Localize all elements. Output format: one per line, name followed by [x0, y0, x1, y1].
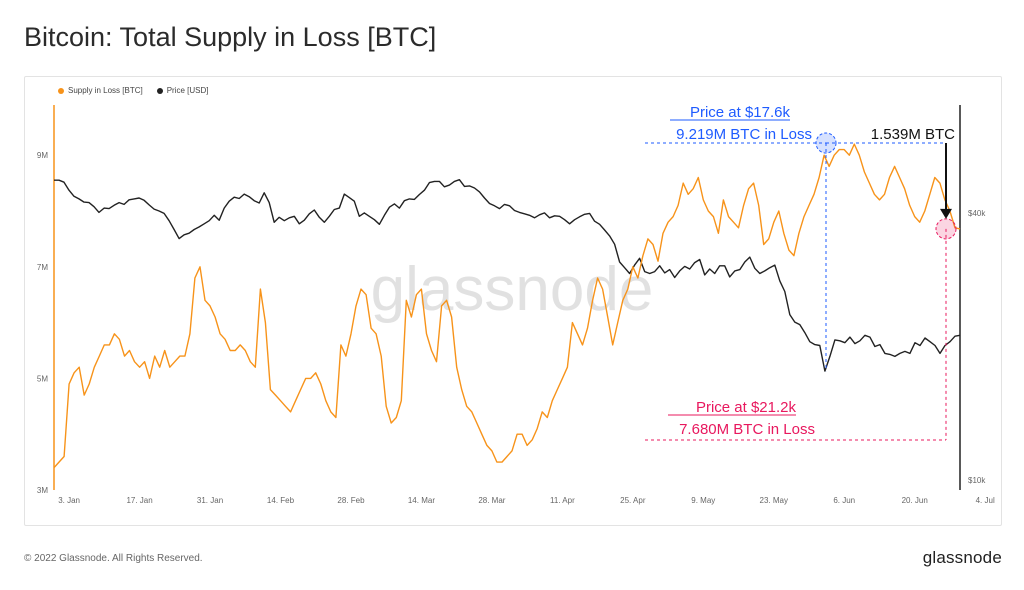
legend-label-supply: Supply in Loss [BTC] — [68, 86, 143, 95]
legend-dot-price — [156, 87, 163, 94]
price-line — [54, 179, 961, 372]
x-tick-label: 17. Jan — [126, 496, 152, 505]
left-tick-label: 5M — [37, 374, 48, 383]
pink-label-price: Price at $21.2k — [696, 399, 797, 416]
supply-in-loss-line — [53, 143, 961, 469]
x-tick-label: 6. Jun — [833, 496, 855, 505]
chart-card — [24, 76, 1002, 526]
left-tick-label: 3M — [37, 486, 48, 495]
right-tick-label: $40k — [968, 209, 986, 218]
legend-label-price: Price [USD] — [166, 86, 209, 95]
legend-item-price[interactable]: Price [USD] — [156, 86, 209, 95]
page-title: Bitcoin: Total Supply in Loss [BTC] — [24, 22, 437, 52]
delta-label: 1.539M BTC — [871, 126, 955, 143]
right-tick-label: $10k — [968, 476, 986, 485]
pink-label-supply: 7.680M BTC in Loss — [679, 421, 815, 438]
x-tick-label: 14. Mar — [408, 496, 435, 505]
x-tick-label: 25. Apr — [620, 496, 646, 505]
x-tick-label: 3. Jan — [58, 496, 80, 505]
x-tick-label: 31. Jan — [197, 496, 223, 505]
copyright-footer: © 2022 Glassnode. All Rights Reserved. — [24, 553, 203, 564]
watermark: glassnode — [371, 255, 654, 324]
blue-highlight-circle — [815, 132, 837, 154]
blue-label-price: Price at $17.6k — [690, 104, 791, 121]
left-tick-label: 9M — [37, 151, 48, 160]
delta-arrow-head — [940, 208, 952, 219]
x-tick-label: 23. May — [760, 496, 788, 505]
x-tick-label: 28. Mar — [478, 496, 505, 505]
pink-highlight-circle — [935, 218, 957, 240]
brand-logo: glassnode — [922, 548, 1002, 567]
legend-dot-supply — [58, 87, 64, 94]
x-tick-label: 28. Feb — [337, 496, 365, 505]
x-tick-label: 14. Feb — [267, 496, 295, 505]
x-tick-label: 11. Apr — [550, 496, 575, 505]
chart-legend: Supply in Loss [BTC] Price [USD] — [58, 86, 209, 95]
legend-item-supply[interactable]: Supply in Loss [BTC] — [58, 86, 143, 95]
x-tick-label: 20. Jun — [902, 496, 928, 505]
x-tick-label: 4. Jul — [976, 496, 995, 505]
left-tick-label: 7M — [37, 263, 48, 272]
x-tick-label: 9. May — [691, 496, 715, 505]
blue-label-supply: 9.219M BTC in Loss — [676, 126, 812, 143]
